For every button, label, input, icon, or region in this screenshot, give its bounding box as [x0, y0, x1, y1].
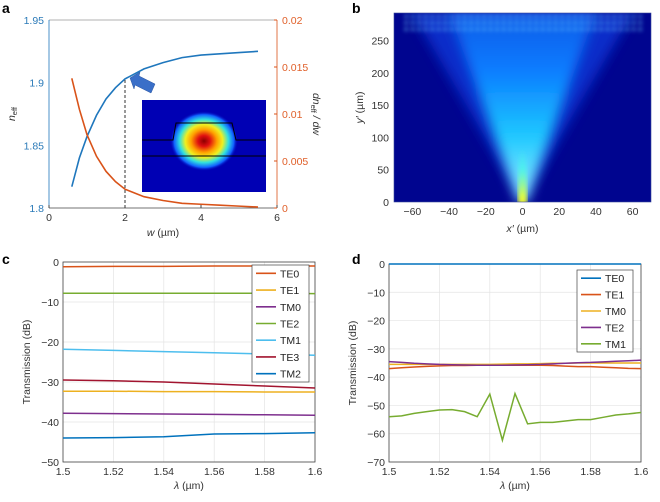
legend-label: TE1 — [280, 285, 299, 297]
y-left-tick-label: 1.9 — [29, 78, 44, 90]
x-tick-label: 0 — [520, 206, 526, 218]
x-tick-label: 1.58 — [580, 466, 601, 478]
y-axis-label: Transmission (dB) — [21, 320, 33, 405]
y-axis-label-unit: (µm) — [354, 92, 366, 117]
x-tick-label: 2 — [122, 212, 128, 224]
x-tick-label: 4 — [198, 212, 204, 224]
y-tick-label: −40 — [41, 417, 59, 429]
panel-label-b: b — [352, 0, 361, 16]
legend: TE0 TE1 TM0 TE2 TM1 TE3 TM2 — [252, 265, 309, 382]
y-tick-label: −30 — [41, 377, 59, 389]
x-tick-label: −60 — [403, 206, 421, 218]
y-tick-label: 150 — [371, 100, 389, 112]
x-axis-label-unit: (µm) — [179, 480, 204, 492]
x-tick-label: 1.56 — [530, 466, 551, 478]
x-tick-label: 1.6 — [308, 466, 323, 478]
y-tick-label: 0 — [53, 257, 59, 269]
legend-label: TE1 — [605, 290, 624, 302]
legend-label: TE0 — [280, 268, 299, 280]
panel-label-c: c — [2, 251, 10, 267]
legend-label: TM0 — [280, 302, 301, 314]
y-tick-label: 100 — [371, 132, 389, 144]
y-tick-label: 0 — [379, 259, 385, 271]
heatmap — [394, 13, 651, 257]
y-tick-label: −10 — [41, 297, 59, 309]
x-tick-label: 1.56 — [204, 466, 225, 478]
y-axis-label: y′ (µm) — [354, 92, 366, 125]
y-tick-label: −50 — [41, 457, 59, 469]
legend-label: TM0 — [605, 306, 626, 318]
y-tick-label: −40 — [367, 372, 385, 384]
legend-label: TE0 — [605, 273, 624, 285]
y-right-tick-label: 0.02 — [282, 15, 303, 27]
series-line-te1 — [63, 391, 315, 392]
heatmap-interference-band — [401, 15, 643, 33]
y-tick-label: 200 — [371, 68, 389, 80]
x-tick-label: 6 — [274, 212, 280, 224]
panel-label-a: a — [2, 0, 10, 16]
x-axis-label: w (µm) — [147, 227, 179, 239]
x-axis-label: λ (µm) — [499, 480, 530, 492]
mode-field — [170, 111, 238, 171]
x-tick-label: 40 — [590, 206, 602, 218]
y-tick-label: 0 — [383, 197, 389, 209]
y-right-tick-label: 0.015 — [282, 62, 308, 74]
x-axis-label-unit: (µm) — [154, 227, 179, 239]
y-tick-label: −10 — [367, 287, 385, 299]
x-tick-label: −40 — [440, 206, 458, 218]
y-tick-label: −30 — [367, 344, 385, 356]
y-axis-right-label: dneff / dw — [309, 93, 322, 136]
legend-label: TE3 — [280, 352, 299, 364]
x-tick-label: 60 — [627, 206, 639, 218]
x-tick-label: 20 — [553, 206, 565, 218]
x-axis-label: x′ (µm) — [506, 223, 539, 235]
x-tick-label: 1.6 — [634, 466, 649, 478]
x-tick-label: 1.58 — [254, 466, 275, 478]
x-axis-label-unit: (µm) — [514, 223, 539, 235]
y-tick-label: −60 — [367, 429, 385, 441]
y-left-tick-label: 1.95 — [24, 15, 45, 27]
x-tick-label: 1.52 — [429, 466, 450, 478]
x-tick-label: 1.54 — [480, 466, 501, 478]
x-axis-label: λ (µm) — [173, 480, 204, 492]
inset-mode-profile — [142, 100, 266, 192]
y-axis-right-label-pre: dn — [310, 93, 322, 105]
legend-label: TE2 — [280, 319, 299, 331]
y-tick-label: −20 — [367, 316, 385, 328]
y-left-tick-label: 1.8 — [29, 203, 44, 215]
legend-label: TM2 — [280, 369, 301, 381]
x-axis-label-unit: (µm) — [505, 480, 530, 492]
y-axis-left-label: neff — [6, 106, 19, 121]
y-axis-label: Transmission (dB) — [347, 321, 359, 406]
x-tick-label: 0 — [46, 212, 52, 224]
y-right-tick-label: 0 — [282, 203, 288, 215]
x-tick-label: −20 — [477, 206, 495, 218]
legend-label: TM1 — [280, 335, 301, 347]
panel-label-d: d — [352, 251, 361, 267]
y-tick-label: 250 — [371, 36, 389, 48]
y-right-tick-label: 0.005 — [282, 156, 308, 168]
x-tick-label: 1.52 — [103, 466, 124, 478]
y-tick-label: 50 — [377, 165, 389, 177]
y-tick-label: −20 — [41, 337, 59, 349]
y-tick-label: −50 — [367, 400, 385, 412]
legend: TE0 TE1 TM0 TE2 TM1 — [577, 270, 633, 352]
x-tick-label: 1.54 — [154, 466, 175, 478]
y-tick-label: −70 — [367, 457, 385, 469]
y-right-tick-label: 0.01 — [282, 109, 303, 121]
y-axis-left-label-sub: eff — [10, 106, 19, 115]
legend-label: TM1 — [605, 339, 626, 351]
y-axis-right-label-post: / dw — [310, 113, 322, 137]
y-left-tick-label: 1.85 — [24, 140, 45, 152]
legend-label: TE2 — [605, 322, 624, 334]
